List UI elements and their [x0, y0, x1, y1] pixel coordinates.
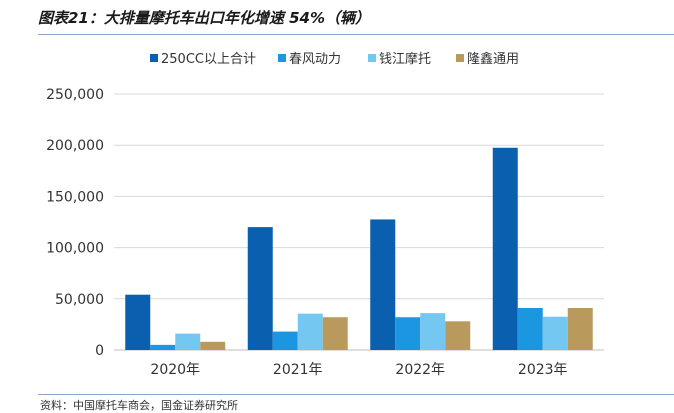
legend-label: 250CC以上合计 [161, 52, 256, 67]
bar [200, 341, 226, 350]
legend-swatch [278, 54, 286, 62]
bar [125, 294, 151, 350]
x-tick-label: 2022年 [395, 362, 445, 378]
title-rule [38, 34, 674, 35]
y-tick-label: 0 [95, 343, 104, 359]
source-rule [38, 394, 674, 395]
y-tick-label: 150,000 [46, 189, 104, 205]
bar [420, 313, 446, 350]
y-tick-label: 200,000 [46, 138, 104, 154]
legend-swatch [456, 54, 464, 62]
bar [370, 219, 396, 350]
legend-label: 春风动力 [289, 52, 341, 67]
source-note: 资料：中国摩托车商会，国金证券研究所 [40, 399, 238, 412]
y-tick-label: 50,000 [55, 292, 104, 308]
bar [492, 147, 518, 350]
bar-chart: 0 50,000 100,000 150,000 200,000 250,000 2020年… [46, 51, 604, 378]
bar [542, 316, 568, 350]
x-tick-label: 2021年 [273, 362, 323, 378]
bar [150, 344, 176, 350]
bar [247, 227, 273, 350]
legend-swatch [368, 54, 376, 62]
y-tick-label: 250,000 [46, 87, 104, 103]
legend-swatch [150, 54, 158, 62]
bar [517, 308, 543, 350]
legend-label: 隆鑫通用 [467, 51, 519, 67]
bar [175, 333, 201, 350]
figure-title: 图表21：大排量摩托车出口年化增速 54%（辆） [38, 9, 371, 27]
x-tick-label: 2023年 [518, 362, 568, 378]
bar [297, 313, 323, 350]
x-tick-label: 2020年 [150, 362, 200, 378]
bar [322, 317, 348, 350]
bar [445, 321, 471, 350]
legend-label: 钱江摩托 [379, 51, 431, 67]
y-tick-label: 100,000 [46, 241, 104, 257]
bar [272, 331, 298, 350]
bar [567, 308, 593, 350]
bar [395, 317, 421, 350]
